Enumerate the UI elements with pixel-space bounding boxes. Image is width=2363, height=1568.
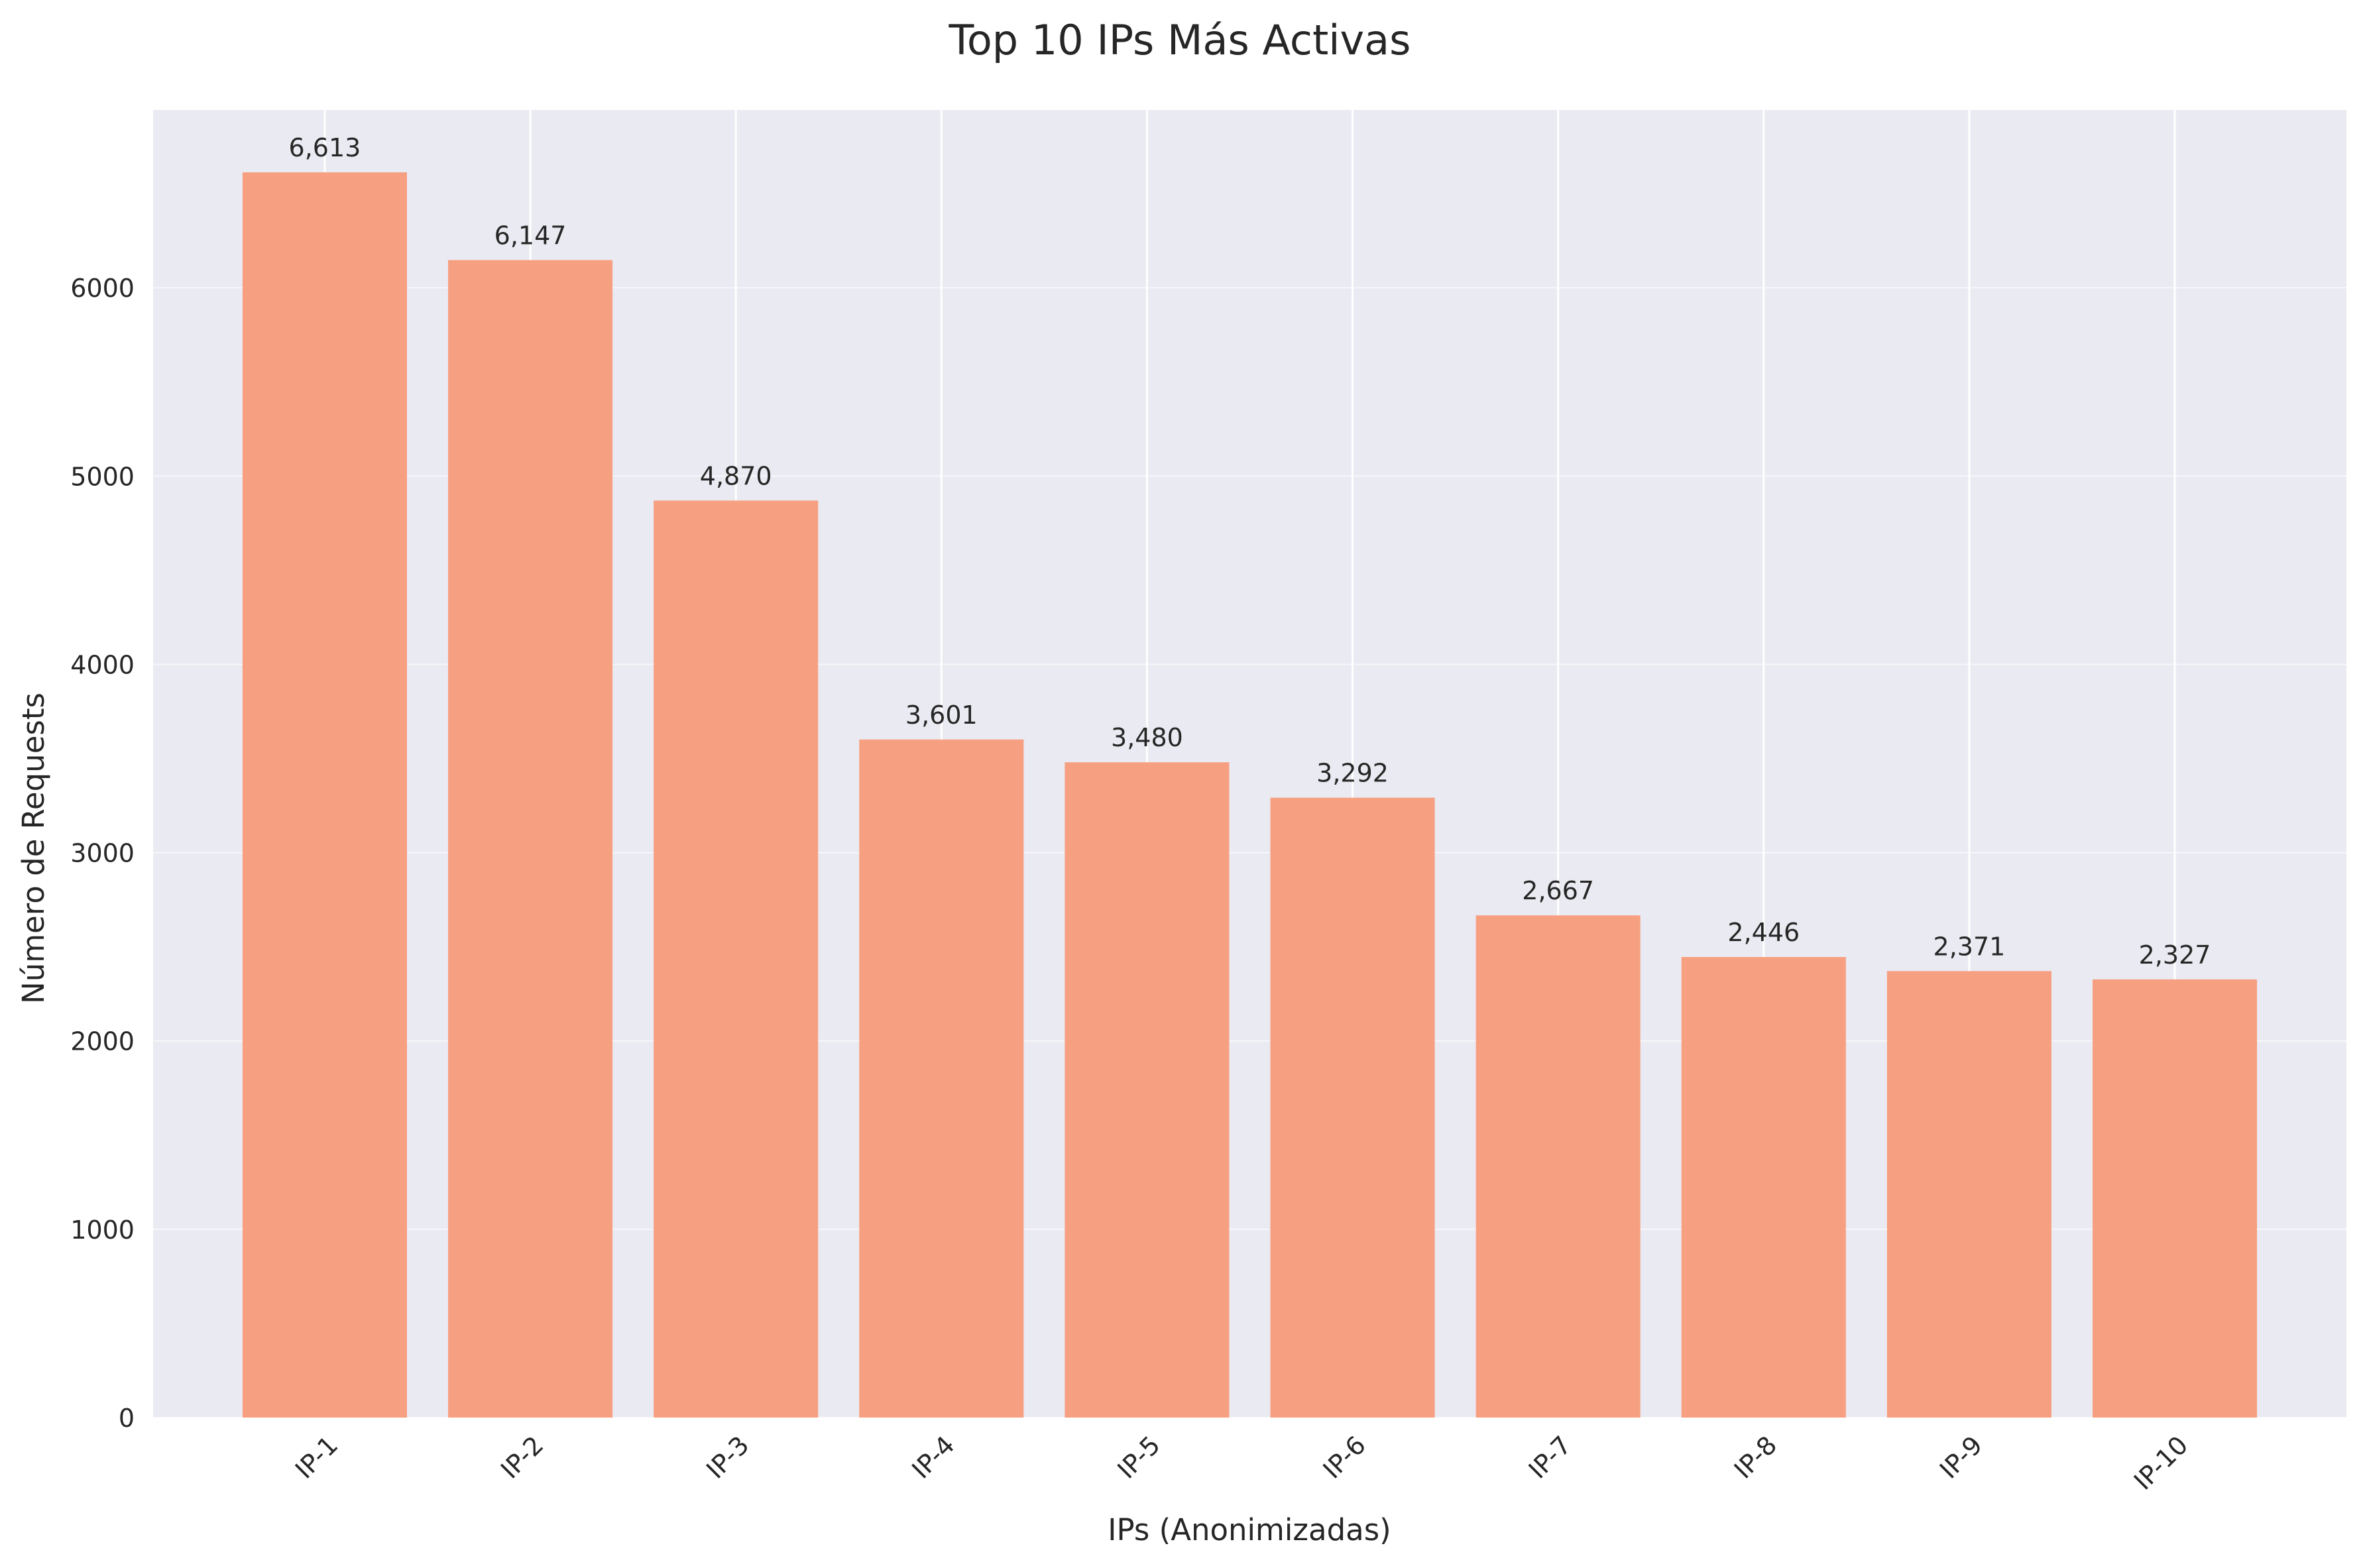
value-label-IP-3: 4,870 xyxy=(700,461,772,490)
bar-IP-10 xyxy=(2092,979,2258,1418)
value-label-IP-2: 6,147 xyxy=(494,221,567,250)
x-tick-label-IP-4: IP-4 xyxy=(906,1430,960,1484)
x-tick-label-IP-5: IP-5 xyxy=(1112,1430,1165,1484)
value-label-IP-4: 3,601 xyxy=(905,700,978,730)
value-labels: 6,613 6,147 4,870 3,601 3,480 3,292 2,667 2,446… xyxy=(289,133,2211,970)
x-axis-ticks: IP-1 IP-2 IP-3 IP-4 IP-5 IP-6 IP-7 IP-8 IP-9 IP-1… xyxy=(290,1430,2194,1496)
value-label-IP-10: 2,327 xyxy=(2139,940,2211,970)
chart-title: Top 10 IPs Más Activas xyxy=(949,16,1411,64)
value-label-IP-1: 6,613 xyxy=(289,133,361,162)
x-tick-label-IP-2: IP-2 xyxy=(495,1430,549,1484)
y-tick-label: 2000 xyxy=(70,1027,135,1056)
bar-IP-6 xyxy=(1270,797,1435,1418)
bars xyxy=(242,172,2258,1418)
y-tick-label: 4000 xyxy=(70,650,135,679)
value-label-IP-6: 3,292 xyxy=(1316,759,1389,788)
y-tick-label: 1000 xyxy=(70,1215,135,1245)
bar-IP-9 xyxy=(1886,971,2051,1418)
bar-IP-2 xyxy=(448,260,613,1418)
value-label-IP-8: 2,446 xyxy=(1727,918,1800,947)
x-tick-label-IP-8: IP-8 xyxy=(1729,1430,1782,1484)
y-tick-label: 6000 xyxy=(70,274,135,303)
x-axis-label: IPs (Anonimizadas) xyxy=(1108,1512,1391,1547)
y-tick-label: 0 xyxy=(119,1404,135,1433)
bar-IP-7 xyxy=(1475,915,1641,1418)
value-label-IP-5: 3,480 xyxy=(1111,723,1183,752)
x-tick-label-IP-10: IP-10 xyxy=(2128,1430,2194,1496)
x-tick-label-IP-9: IP-9 xyxy=(1934,1430,1988,1484)
value-label-IP-9: 2,371 xyxy=(1933,932,2006,961)
bar-IP-4 xyxy=(859,739,1024,1418)
value-label-IP-7: 2,667 xyxy=(1522,876,1594,905)
x-tick-label-IP-3: IP-3 xyxy=(701,1430,754,1484)
x-tick-label-IP-1: IP-1 xyxy=(290,1430,343,1484)
x-tick-label-IP-7: IP-7 xyxy=(1523,1430,1577,1484)
y-axis-ticks: 0 1000 2000 3000 4000 5000 6000 xyxy=(70,274,135,1433)
bar-IP-5 xyxy=(1065,762,1230,1418)
y-axis-label: Número de Requests xyxy=(16,693,51,1004)
bar-IP-1 xyxy=(242,172,408,1418)
x-tick-label-IP-6: IP-6 xyxy=(1317,1430,1371,1484)
y-tick-label: 5000 xyxy=(70,462,135,491)
y-tick-label: 3000 xyxy=(70,839,135,868)
bar-IP-3 xyxy=(654,500,819,1418)
bar-IP-8 xyxy=(1681,957,1846,1418)
